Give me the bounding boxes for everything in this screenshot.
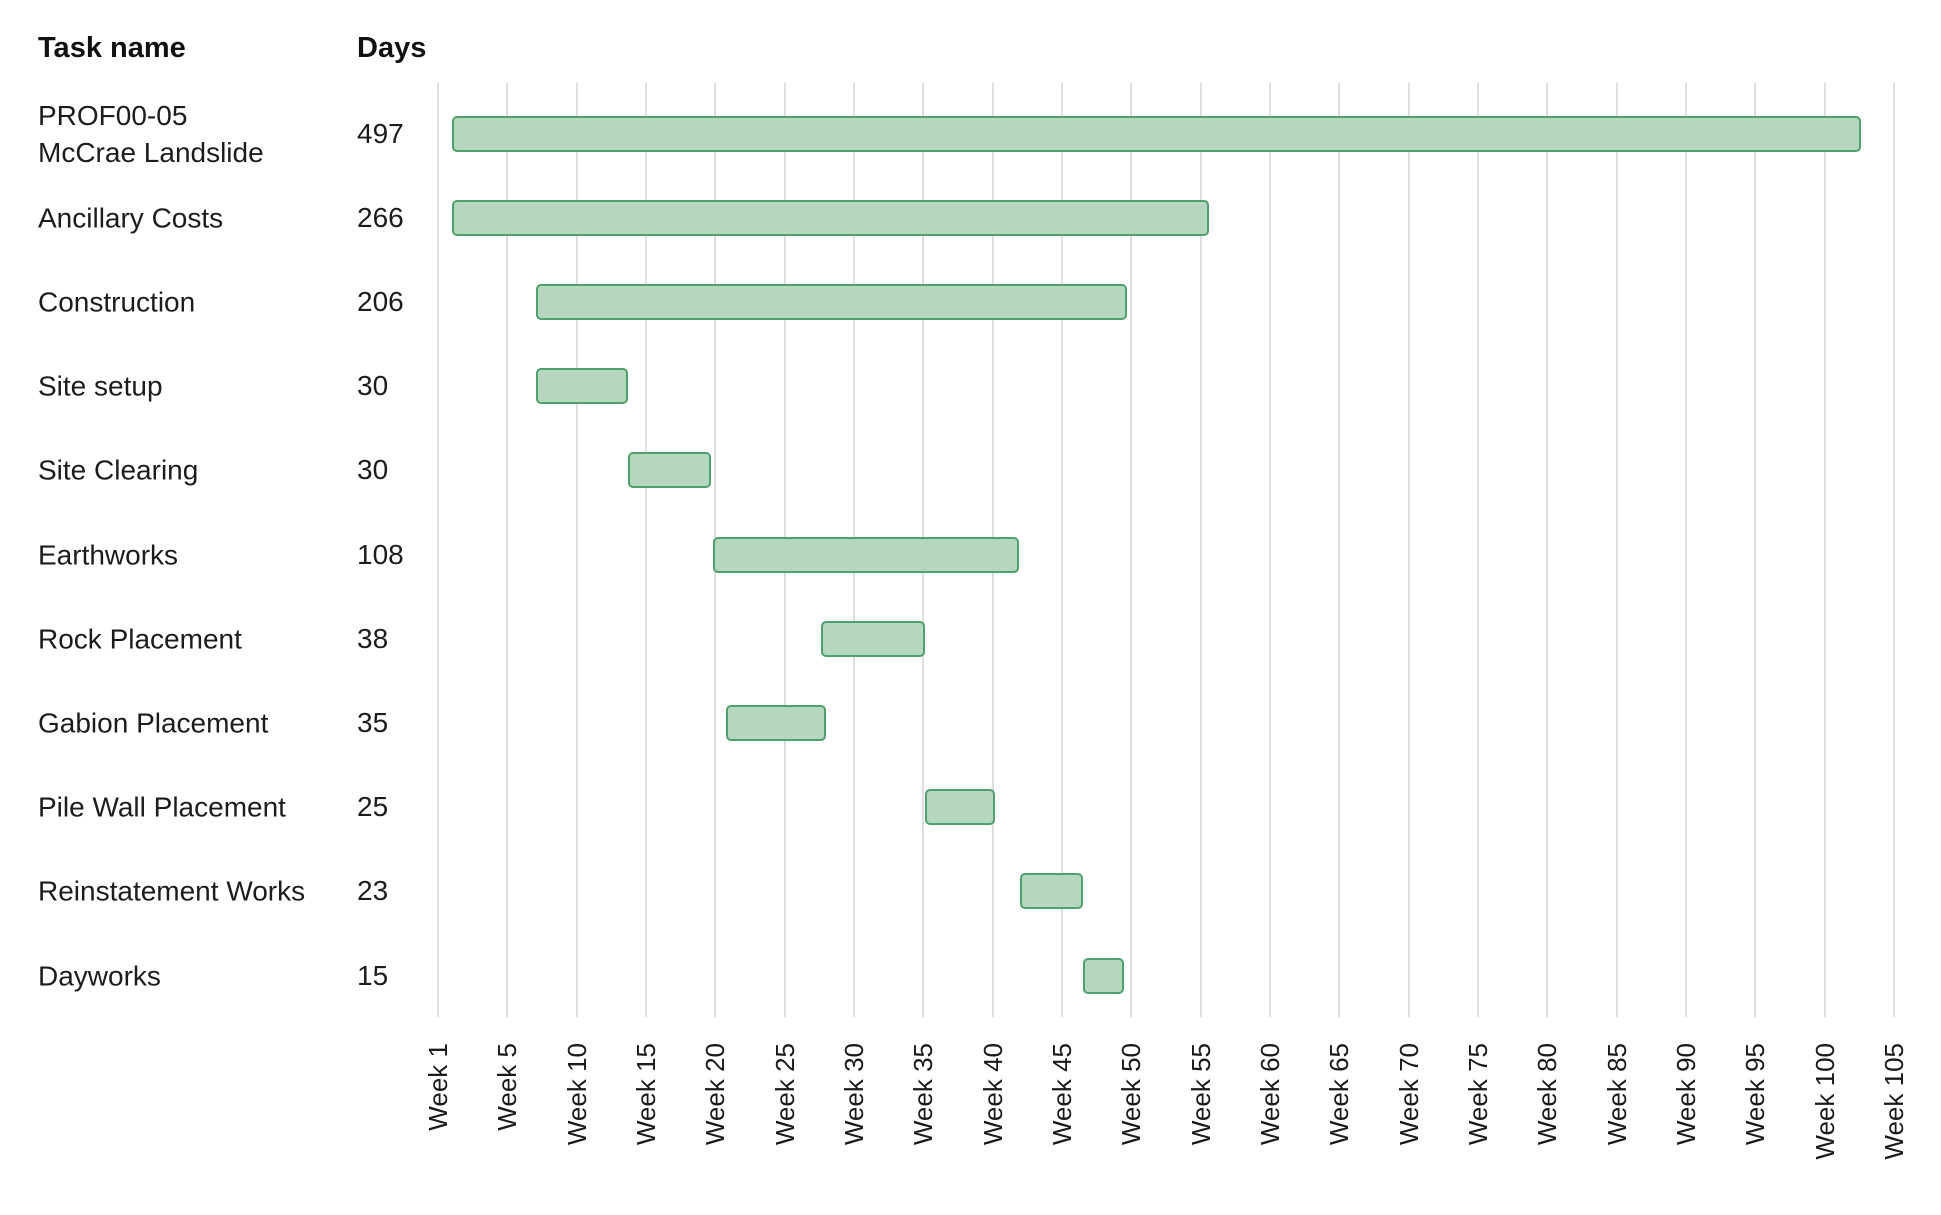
x-tick-week-25: Week 25 <box>769 1043 800 1146</box>
x-tick-week-90: Week 90 <box>1671 1043 1702 1146</box>
task-label-dayworks: Dayworks <box>38 960 161 991</box>
days-value-reinstatement-works: 23 <box>357 875 389 907</box>
task-label-construction: Construction <box>38 286 196 318</box>
task-label-site-clearing: Site Clearing <box>38 454 199 486</box>
gridline-week-65 <box>1338 83 1341 1017</box>
task-label-reinstatement-works: Reinstatement Works <box>38 875 306 907</box>
days-value-pile-wall-placement: 25 <box>357 791 389 823</box>
x-tick-week-80: Week 80 <box>1532 1043 1563 1146</box>
x-tick-week-15: Week 15 <box>631 1043 661 1146</box>
days-column-header: Days <box>357 32 427 64</box>
gantt-bar-ancillary-costs <box>451 199 1209 236</box>
gridline-week-105 <box>1893 83 1896 1017</box>
gridline-week-1 <box>437 83 439 1017</box>
x-tick-week-45: Week 45 <box>1047 1043 1077 1146</box>
x-tick-week-20: Week 20 <box>700 1043 731 1146</box>
gridline-week-10 <box>575 83 578 1017</box>
gantt-bar-prof00-05 <box>451 115 1861 152</box>
task-label-ancillary-costs: Ancillary Costs <box>38 202 224 234</box>
gridline-week-50 <box>1130 83 1133 1017</box>
days-value-rock-placement: 38 <box>357 622 389 654</box>
gantt-bar-construction <box>536 283 1128 320</box>
days-value-earthworks: 108 <box>357 538 404 570</box>
x-tick-week-50: Week 50 <box>1116 1043 1147 1146</box>
gridline-week-75 <box>1477 83 1480 1017</box>
x-tick-week-30: Week 30 <box>839 1043 869 1146</box>
gridline-week-45 <box>1061 83 1063 1017</box>
x-tick-week-105: Week 105 <box>1879 1043 1910 1160</box>
x-tick-week-65: Week 65 <box>1324 1043 1355 1146</box>
task-label-prof00-05: PROF00-05 McCrae Landslide <box>38 99 264 168</box>
gantt-bar-reinstatement-works <box>1020 873 1083 910</box>
task-label-earthworks: Earthworks <box>38 539 179 570</box>
x-tick-week-55: Week 55 <box>1185 1043 1216 1146</box>
task-label-rock-placement: Rock Placement <box>38 623 242 655</box>
gantt-bar-earthworks <box>712 536 1020 573</box>
x-tick-week-95: Week 95 <box>1740 1043 1771 1146</box>
gridline-week-70 <box>1407 83 1410 1017</box>
days-value-dayworks: 15 <box>357 959 389 991</box>
x-tick-week-70: Week 70 <box>1393 1043 1424 1146</box>
gridline-week-90 <box>1685 83 1688 1017</box>
gridline-week-100 <box>1823 83 1826 1017</box>
days-value-site-setup: 30 <box>357 370 389 402</box>
x-tick-week-40: Week 40 <box>977 1043 1008 1146</box>
x-tick-week-5: Week 5 <box>492 1043 523 1131</box>
gantt-bar-pile-wall-placement <box>924 789 996 826</box>
days-value-prof00-05: 497 <box>357 117 404 149</box>
gridline-week-60 <box>1269 83 1272 1017</box>
task-label-site-setup: Site setup <box>38 370 163 402</box>
gridline-week-15 <box>645 83 647 1017</box>
gridline-week-55 <box>1199 83 1202 1017</box>
gridline-week-85 <box>1615 83 1618 1017</box>
days-value-site-clearing: 30 <box>357 454 389 486</box>
gantt-bar-rock-placement <box>820 620 925 657</box>
x-tick-week-60: Week 60 <box>1255 1043 1286 1146</box>
x-tick-week-75: Week 75 <box>1463 1043 1494 1146</box>
x-tick-week-100: Week 100 <box>1809 1043 1840 1160</box>
gridline-week-80 <box>1546 83 1549 1017</box>
gantt-bar-site-setup <box>536 368 628 405</box>
x-tick-week-1: Week 1 <box>423 1043 453 1131</box>
gantt-bar-gabion-placement <box>726 704 827 741</box>
task-label-pile-wall-placement: Pile Wall Placement <box>38 791 286 823</box>
gantt-bar-dayworks <box>1082 957 1125 994</box>
x-tick-week-85: Week 85 <box>1601 1043 1632 1146</box>
x-tick-week-10: Week 10 <box>561 1043 592 1146</box>
gridline-week-5 <box>506 83 509 1017</box>
task-name-column-header: Task name <box>38 32 186 64</box>
gantt-bar-site-clearing <box>627 452 712 489</box>
gridline-week-95 <box>1754 83 1757 1017</box>
x-tick-week-35: Week 35 <box>908 1043 939 1146</box>
days-value-ancillary-costs: 266 <box>357 201 404 233</box>
days-value-construction: 206 <box>357 285 404 317</box>
task-label-gabion-placement: Gabion Placement <box>38 707 269 739</box>
days-value-gabion-placement: 35 <box>357 706 389 738</box>
